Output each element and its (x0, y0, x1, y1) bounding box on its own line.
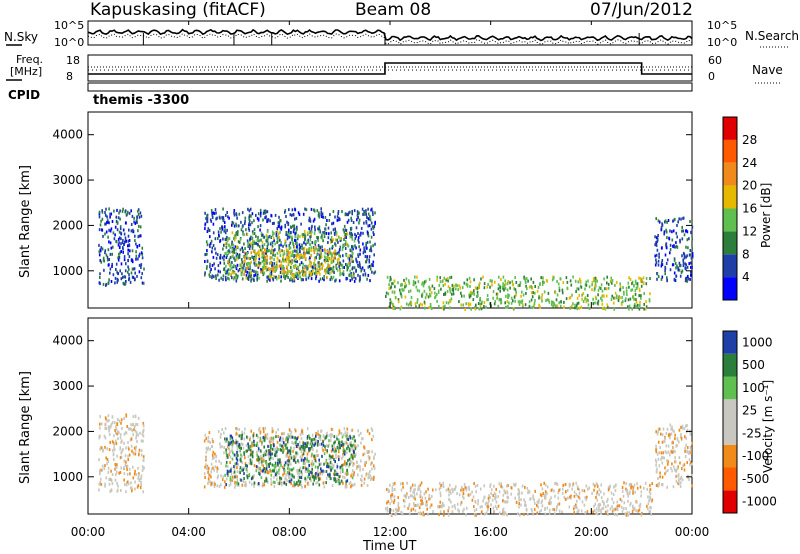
colorbar-tick-1-6: -500 (742, 472, 769, 486)
ytick-label-0-2: 3000 (52, 173, 83, 187)
colorbar-tick-0-5: 24 (742, 156, 757, 170)
freq-tick-bottom: 8 (66, 70, 73, 83)
beam-title: Beam 08 (355, 0, 432, 20)
nsky-label: N.Sky (4, 30, 39, 44)
mode-label: themis -3300 (93, 93, 190, 108)
colorbar-tick-0-0: 4 (742, 270, 750, 284)
nsearch-tick-bottom: 10^0 (707, 36, 738, 49)
colorbar-tick-1-0: 1000 (742, 335, 773, 349)
noise-sky-line (87, 28, 693, 42)
freq-tick-top: 18 (66, 54, 80, 67)
colorbar-tick-1-2: 100 (742, 381, 765, 395)
colorbar-cell-0-3 (723, 208, 737, 232)
colorbar-frame-0 (722, 116, 738, 301)
colorbar-cell-1-5 (723, 376, 737, 400)
nsky-tick-top: 10^5 (54, 19, 85, 32)
nsearch-label: N.Search (745, 29, 800, 43)
date-title: 07/Jun/2012 (590, 0, 693, 20)
cpid-label: CPID (8, 88, 41, 102)
colorbar-cell-0-4 (723, 185, 737, 209)
ytick-label-0-0: 1000 (52, 264, 83, 278)
colorbar-tick-1-7: -1000 (742, 495, 777, 509)
echo-cells-0 (98, 207, 694, 311)
colorbar-cell-0-7 (723, 117, 737, 140)
xtick-label-1: 04:00 (171, 525, 206, 539)
colorbar-tick-0-1: 8 (742, 247, 750, 261)
xtick-label-5: 20:00 (574, 525, 609, 539)
ytick-label-1-1: 2000 (52, 424, 83, 438)
colorbar-cell-1-4 (723, 399, 737, 422)
colorbar-tick-1-4: -25 (742, 426, 762, 440)
ytick-label-1-3: 4000 (52, 334, 83, 348)
colorbar-tick-0-2: 12 (742, 224, 757, 238)
xtick-label-3: 12:00 (373, 525, 408, 539)
xtick-label-2: 08:00 (272, 525, 307, 539)
freq-unit-label: [MHz] (10, 65, 43, 78)
xtick-label-6: 00:00 (675, 525, 710, 539)
nsky-tick-bottom: 10^0 (54, 36, 85, 49)
colorbar-cell-0-0 (723, 277, 737, 300)
colorbar-tick-1-3: 25 (742, 404, 757, 418)
colorbar-tick-0-6: 28 (742, 133, 757, 147)
nsearch-tick-top: 10^5 (707, 19, 738, 32)
colorbar-cell-1-1 (723, 467, 737, 491)
colorbar-cell-0-1 (723, 254, 737, 278)
freq-panel-frame (87, 54, 693, 82)
x-axis-label: Time UT (363, 539, 417, 554)
ytick-label-0-3: 4000 (52, 128, 83, 142)
panel-frame-0 (87, 111, 693, 309)
cpid-strip (87, 82, 693, 92)
colorbar-tick-1-1: 500 (742, 358, 765, 372)
colorbar-cell-0-2 (723, 231, 737, 255)
colorbar-cell-1-2 (723, 444, 737, 468)
colorbar-cell-0-6 (723, 139, 737, 163)
echo-cells-1 (98, 413, 693, 517)
nave-tick-bottom: 0 (708, 70, 715, 83)
colorbar-tick-0-3: 16 (742, 202, 757, 216)
ytick-label-1-2: 3000 (52, 379, 83, 393)
freq-label: Freq. (16, 53, 44, 66)
colorbar-cell-1-3 (723, 422, 737, 445)
freq-line (88, 62, 692, 75)
colorbar-cell-1-6 (723, 353, 737, 377)
station-title: Kapuskasing (fitACF) (90, 0, 266, 20)
ytick-label-0-1: 2000 (52, 218, 83, 232)
xtick-label-0: 00:00 (71, 525, 106, 539)
panel-frame-1 (87, 317, 693, 515)
colorbar-frame-1 (722, 330, 738, 514)
ytick-label-1-0: 1000 (52, 470, 83, 484)
colorbar-tick-0-4: 20 (742, 179, 757, 193)
colorbar-cell-1-0 (723, 490, 737, 513)
nave-label: Nave (752, 63, 783, 77)
xtick-label-4: 16:00 (473, 525, 508, 539)
colorbar-cell-0-5 (723, 162, 737, 186)
colorbar-cell-1-7 (723, 331, 737, 354)
colorbar-tick-1-5: -100 (742, 449, 769, 463)
nave-tick-top: 60 (708, 54, 722, 67)
